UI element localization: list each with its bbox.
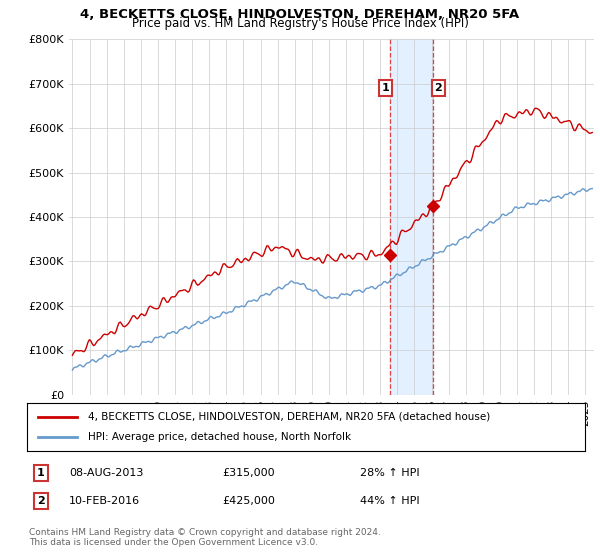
Text: HPI: Average price, detached house, North Norfolk: HPI: Average price, detached house, Nort… [88, 432, 352, 442]
Text: 10-FEB-2016: 10-FEB-2016 [69, 496, 140, 506]
Text: 4, BECKETTS CLOSE, HINDOLVESTON, DEREHAM, NR20 5FA: 4, BECKETTS CLOSE, HINDOLVESTON, DEREHAM… [80, 8, 520, 21]
Bar [391, 39, 433, 395]
Text: 1: 1 [382, 83, 389, 93]
Text: 2: 2 [37, 496, 44, 506]
Text: Contains HM Land Registry data © Crown copyright and database right 2024.
This d: Contains HM Land Registry data © Crown c… [29, 528, 380, 547]
Text: Price paid vs. HM Land Registry's House Price Index (HPI): Price paid vs. HM Land Registry's House … [131, 17, 469, 30]
Text: 44% ↑ HPI: 44% ↑ HPI [360, 496, 419, 506]
Text: 2: 2 [434, 83, 442, 93]
Text: £425,000: £425,000 [222, 496, 275, 506]
Text: 4, BECKETTS CLOSE, HINDOLVESTON, DEREHAM, NR20 5FA (detached house): 4, BECKETTS CLOSE, HINDOLVESTON, DEREHAM… [88, 412, 491, 422]
Text: 28% ↑ HPI: 28% ↑ HPI [360, 468, 419, 478]
Text: £315,000: £315,000 [222, 468, 275, 478]
Text: 1: 1 [37, 468, 44, 478]
Text: 08-AUG-2013: 08-AUG-2013 [69, 468, 143, 478]
